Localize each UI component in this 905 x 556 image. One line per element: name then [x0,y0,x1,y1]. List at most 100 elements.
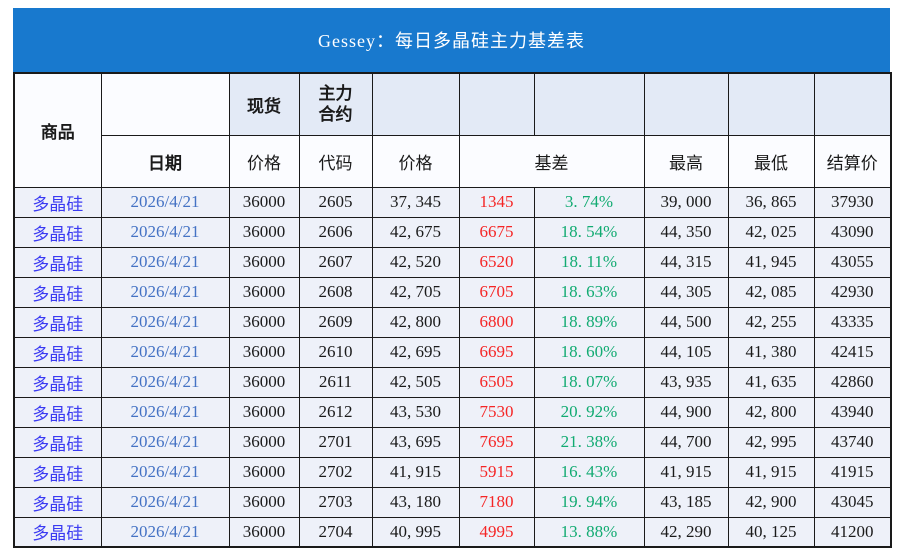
header-spacer-cell [727,72,815,136]
cell-date: 2026/4/21 [100,306,230,338]
cell-high: 44, 350 [643,216,729,248]
header-main-contract-line2: 合约 [318,105,353,125]
cell-code: 2704 [298,516,373,548]
cell-commodity: 多晶硅 [13,246,102,278]
header-spot-price: 价格 [228,134,300,188]
header-spacer-cell [533,72,645,136]
table-row: 多晶硅 2026/4/21 36000 2609 42, 800 6800 18… [13,306,892,338]
cell-settle: 43055 [813,246,892,278]
header-spot: 现货 [228,72,300,136]
cell-settle: 37930 [813,186,892,218]
cell-spot-price: 36000 [228,516,300,548]
cell-code: 2606 [298,216,373,248]
cell-date: 2026/4/21 [100,366,230,398]
cell-basis-pct: 18. 63% [533,276,645,308]
cell-settle: 42415 [813,336,892,368]
cell-basis: 6705 [458,276,535,308]
cell-commodity: 多晶硅 [13,396,102,428]
cell-price: 43, 695 [371,426,460,458]
cell-spot-price: 36000 [228,336,300,368]
cell-high: 41, 915 [643,456,729,488]
cell-code: 2605 [298,186,373,218]
cell-date: 2026/4/21 [100,426,230,458]
cell-basis-pct: 13. 88% [533,516,645,548]
cell-low: 41, 915 [727,456,815,488]
cell-basis: 7695 [458,426,535,458]
cell-code: 2610 [298,336,373,368]
cell-date: 2026/4/21 [100,486,230,518]
cell-code: 2611 [298,366,373,398]
cell-spot-price: 36000 [228,426,300,458]
cell-basis: 4995 [458,516,535,548]
header-code: 代码 [298,134,373,188]
header-row-bottom: 日期 价格 代码 价格 基差 最高 最低 结算价 [14,134,892,188]
cell-basis-pct: 18. 07% [533,366,645,398]
header-high: 最高 [643,134,729,188]
header-spacer-cell [371,72,460,136]
header-spacer-cell [813,72,892,136]
cell-basis-pct: 20. 92% [533,396,645,428]
cell-low: 42, 900 [727,486,815,518]
cell-high: 44, 315 [643,246,729,278]
cell-high: 39, 000 [643,186,729,218]
cell-high: 42, 290 [643,516,729,548]
cell-code: 2703 [298,486,373,518]
cell-commodity: 多晶硅 [13,336,102,368]
cell-basis-pct: 18. 60% [533,336,645,368]
cell-price: 37, 345 [371,186,460,218]
cell-code: 2608 [298,276,373,308]
cell-settle: 43940 [813,396,892,428]
page-title: Gessey：每日多晶硅主力基差表 [318,31,585,51]
cell-low: 42, 255 [727,306,815,338]
cell-basis: 1345 [458,186,535,218]
cell-date: 2026/4/21 [100,216,230,248]
cell-low: 41, 635 [727,366,815,398]
cell-high: 44, 700 [643,426,729,458]
cell-commodity: 多晶硅 [13,426,102,458]
cell-basis-pct: 16. 43% [533,456,645,488]
header-spacer-date [100,72,230,136]
header-commodity: 商品 [13,72,102,188]
cell-price: 42, 520 [371,246,460,278]
cell-date: 2026/4/21 [100,186,230,218]
cell-spot-price: 36000 [228,456,300,488]
cell-price: 42, 675 [371,216,460,248]
cell-commodity: 多晶硅 [13,516,102,548]
cell-high: 43, 185 [643,486,729,518]
cell-basis-pct: 21. 38% [533,426,645,458]
cell-price: 43, 530 [371,396,460,428]
cell-basis: 5915 [458,456,535,488]
cell-low: 42, 085 [727,276,815,308]
cell-date: 2026/4/21 [100,336,230,368]
cell-price: 42, 800 [371,306,460,338]
header-spacer-cell [458,72,535,136]
cell-commodity: 多晶硅 [13,456,102,488]
cell-code: 2609 [298,306,373,338]
cell-high: 44, 305 [643,276,729,308]
header-low: 最低 [727,134,815,188]
cell-date: 2026/4/21 [100,456,230,488]
cell-settle: 42860 [813,366,892,398]
cell-spot-price: 36000 [228,486,300,518]
cell-price: 43, 180 [371,486,460,518]
table-row: 多晶硅 2026/4/21 36000 2702 41, 915 5915 16… [13,456,892,488]
cell-spot-price: 36000 [228,216,300,248]
table-row: 多晶硅 2026/4/21 36000 2610 42, 695 6695 18… [13,336,892,368]
cell-code: 2607 [298,246,373,278]
header-main-price: 价格 [371,134,460,188]
basis-table: 商品 现货 主力 合约 日期 价格 代码 价格 基差 最高 最低 结算价 多晶硅 [13,72,892,548]
cell-commodity: 多晶硅 [13,486,102,518]
cell-spot-price: 36000 [228,186,300,218]
table-row: 多晶硅 2026/4/21 36000 2606 42, 675 6675 18… [13,216,892,248]
header-settle: 结算价 [813,134,892,188]
cell-code: 2612 [298,396,373,428]
cell-commodity: 多晶硅 [13,276,102,308]
cell-high: 43, 935 [643,366,729,398]
cell-settle: 42930 [813,276,892,308]
cell-high: 44, 105 [643,336,729,368]
cell-high: 44, 900 [643,396,729,428]
header-date: 日期 [100,134,230,188]
cell-commodity: 多晶硅 [13,186,102,218]
cell-basis: 6695 [458,336,535,368]
cell-basis: 6675 [458,216,535,248]
